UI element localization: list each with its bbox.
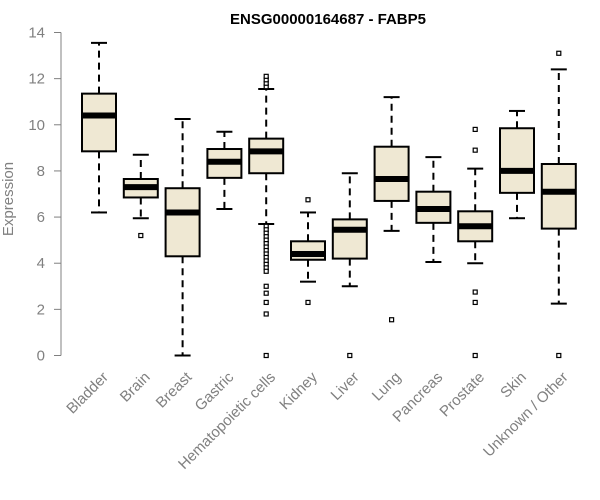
box-iqr [373, 145, 410, 202]
outlier-point [138, 232, 144, 239]
box-series [81, 41, 577, 359]
box-group [290, 197, 326, 306]
y-tick-label: 6 [37, 209, 45, 226]
x-category-label: Prostate [436, 369, 488, 421]
y-tick-label: 12 [28, 71, 45, 88]
outlier-point [263, 283, 269, 289]
outlier-point [347, 352, 353, 359]
outlier-point [389, 317, 395, 323]
outlier-point [472, 352, 478, 359]
box-iqr [248, 137, 285, 175]
outlier-point [305, 197, 311, 203]
box-iqr [540, 163, 577, 230]
box-group [415, 156, 452, 264]
outlier-point [472, 147, 478, 153]
y-tick-label: 8 [37, 163, 45, 180]
box-group [499, 109, 535, 220]
box-group [248, 73, 285, 359]
x-category-label: Bladder [63, 369, 112, 418]
box-group [122, 153, 159, 239]
y-tick-label: 4 [37, 255, 45, 272]
box-iqr [164, 187, 201, 258]
box-iqr [81, 92, 117, 153]
outlier-point [305, 299, 311, 306]
outlier-point [472, 289, 478, 295]
outlier-point [263, 299, 269, 306]
x-category-label: Liver [328, 369, 363, 404]
y-tick-label: 2 [37, 301, 45, 318]
box-iqr [331, 218, 368, 260]
outlier-point [263, 290, 269, 296]
outlier-point [263, 268, 269, 274]
box-group [81, 41, 117, 214]
outlier-point [556, 352, 562, 359]
x-category-label: Lung [369, 369, 405, 405]
box-iqr [499, 127, 535, 194]
box-group [206, 130, 243, 210]
y-tick-label: 14 [28, 25, 45, 42]
box-group [457, 126, 494, 359]
x-category-label: Skin [497, 369, 530, 402]
outlier-point [472, 126, 478, 133]
x-category-label: Breast [153, 368, 196, 411]
outlier-point [263, 352, 269, 359]
y-tick-label: 0 [37, 348, 45, 365]
y-axis-title: Expression [0, 162, 17, 236]
x-category-label: Kidney [276, 368, 321, 413]
y-tick-label: 10 [28, 117, 45, 134]
box-group [331, 172, 368, 359]
outlier-point [472, 299, 478, 306]
outlier-point [263, 311, 269, 317]
outlier-point [556, 50, 562, 56]
outlier-point [263, 73, 269, 79]
box-group [540, 50, 577, 359]
box-group [373, 96, 410, 323]
y-axis-ticks: 0 2 4 6 8 10 12 14 [28, 25, 61, 365]
x-category-label: Brain [117, 369, 154, 406]
chart-title: ENSG00000164687 - FABP5 [230, 11, 426, 28]
box-group [164, 118, 201, 357]
